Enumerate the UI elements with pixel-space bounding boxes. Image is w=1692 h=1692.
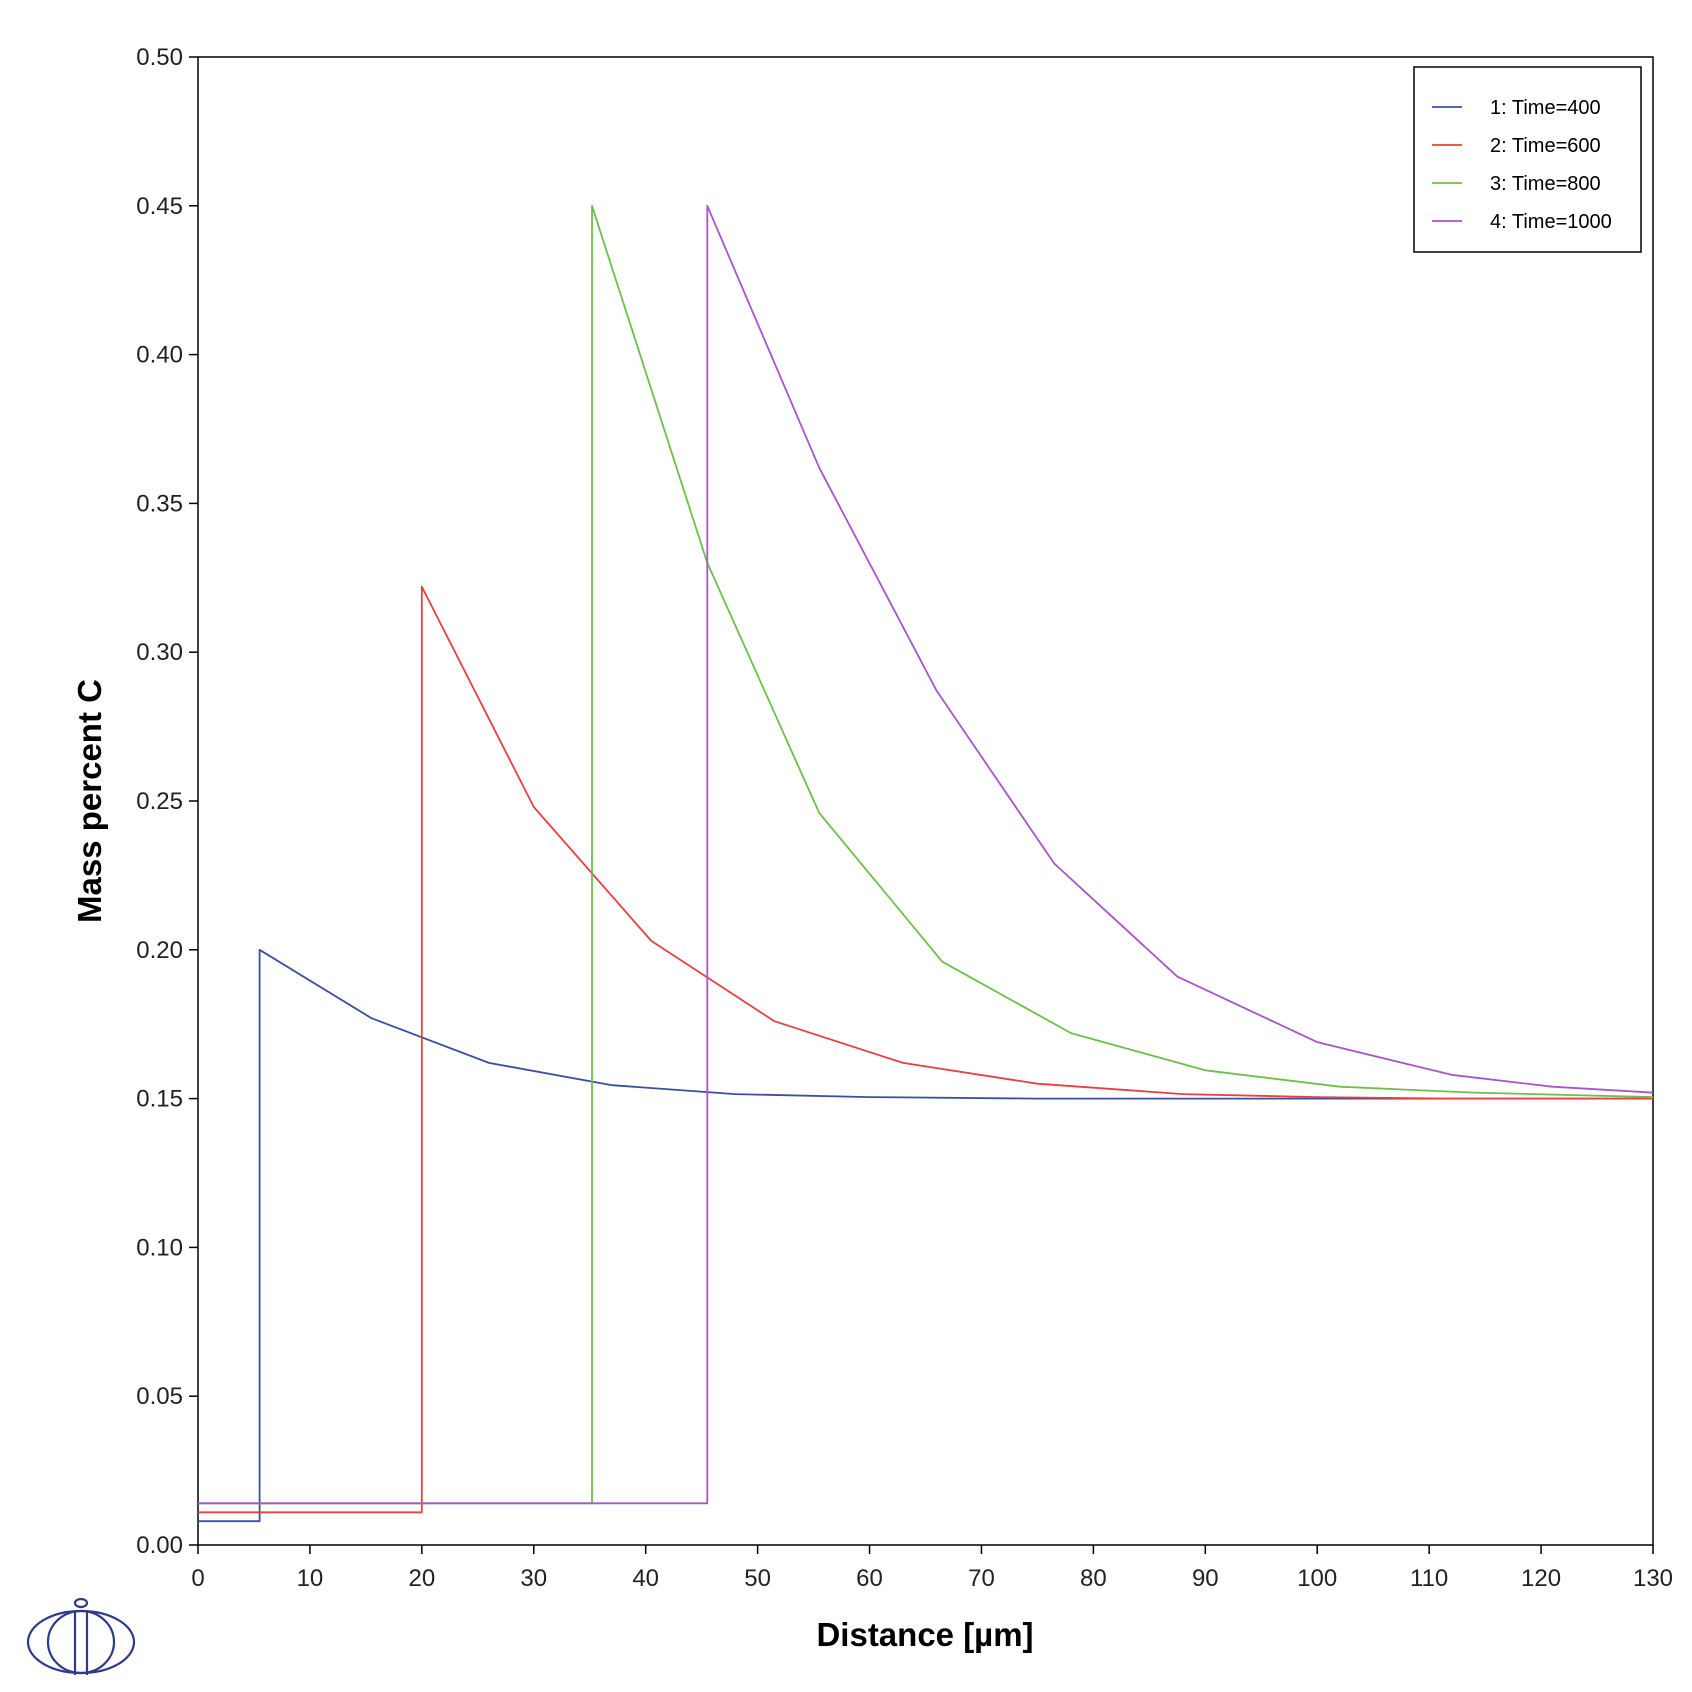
x-tick-label: 110 [1410,1565,1448,1592]
y-tick-label: 0.35 [136,490,183,517]
series-line-3 [198,204,1653,1505]
y-tick-label: 0.25 [136,788,183,815]
y-tick-label: 0.10 [136,1234,183,1261]
x-tick-label: 90 [1192,1565,1219,1592]
thermo-calc-logo [26,1597,136,1675]
legend: 1: Time=400 2: Time=600 3: Time=800 4: Time… [1413,66,1642,253]
y-axis-title: Mass percent C [71,679,108,923]
x-tick-label: 0 [191,1565,204,1592]
x-tick-label: 60 [856,1565,883,1592]
x-tick-label: 70 [968,1565,995,1592]
x-tick-label: 130 [1633,1565,1673,1592]
series-layer [198,204,1653,1523]
series-line-2 [198,585,1653,1514]
legend-label: 2: Time=600 [1490,135,1601,157]
x-tick-label: 100 [1297,1565,1337,1592]
legend-label: 3: Time=800 [1490,173,1601,195]
y-tick-label: 0.30 [136,639,183,666]
series-line-1 [198,948,1653,1523]
x-axis-title: Distance [µm] [816,1616,1033,1653]
y-tick-label: 0.05 [136,1383,183,1410]
x-tick-label: 10 [297,1565,324,1592]
y-tick-label: 0.20 [136,937,183,964]
legend-label: 4: Time=1000 [1490,211,1612,233]
y-tick-label: 0.40 [136,342,183,369]
y-axis: 0.00 0.05 0.10 0.15 0.20 0.25 0.30 0.35 0.40 0.45… [136,44,198,1559]
y-tick-label: 0.45 [136,193,183,220]
y-tick-label: 0.15 [136,1086,183,1113]
x-tick-label: 30 [520,1565,547,1592]
x-axis: 0 10 20 30 40 50 60 70 80 90 100 110 120 130 [191,1545,1673,1592]
y-tick-label: 0.00 [136,1532,183,1559]
y-tick-label: 0.50 [136,44,183,71]
legend-label: 1: Time=400 [1490,97,1601,119]
x-tick-label: 50 [744,1565,771,1592]
plot-area-frame [197,56,1654,1546]
x-tick-label: 40 [632,1565,659,1592]
series-line-4 [198,204,1653,1505]
x-tick-label: 80 [1080,1565,1107,1592]
x-tick-label: 20 [408,1565,435,1592]
x-tick-label: 120 [1521,1565,1561,1592]
